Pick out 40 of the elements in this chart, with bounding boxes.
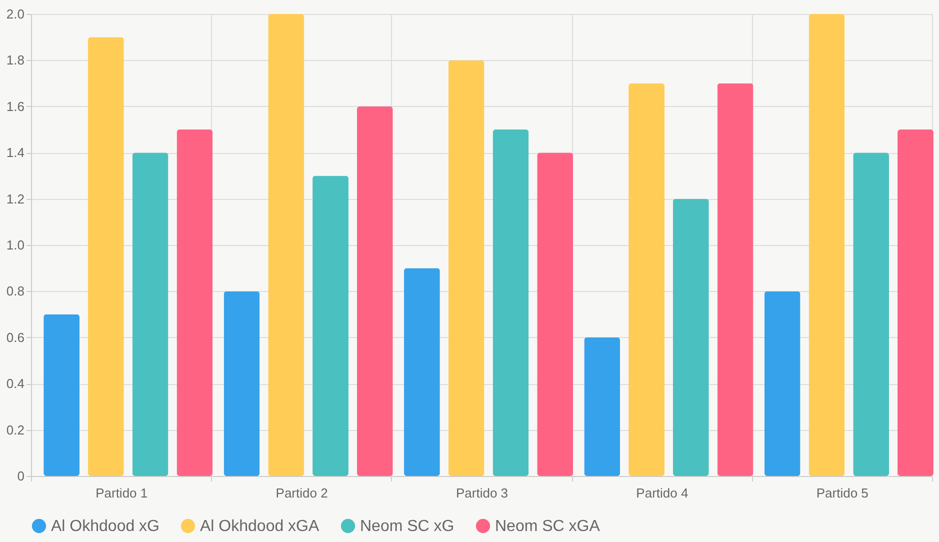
bar [404, 268, 440, 476]
x-tick-label: Partido 3 [456, 486, 508, 500]
bar [853, 152, 890, 476]
x-tick-label: Partido 4 [636, 486, 688, 500]
bar [44, 314, 80, 476]
bar [224, 291, 260, 476]
bar [808, 14, 845, 476]
y-tick-label: 1.6 [6, 98, 24, 114]
bar [537, 152, 574, 476]
bar [356, 106, 393, 476]
x-tick-label: Partido 1 [96, 486, 148, 500]
bar [764, 291, 800, 476]
bar [132, 152, 168, 476]
bar [717, 83, 754, 476]
y-tick-label: 1.0 [6, 238, 24, 252]
y-tick-label: 0 [17, 468, 24, 484]
bar [176, 130, 213, 476]
bar [492, 130, 529, 476]
y-tick-label: 0.6 [6, 330, 24, 345]
x-tick-label: Partido 2 [276, 486, 328, 500]
bar [628, 83, 664, 476]
bar [898, 130, 934, 476]
bar [672, 198, 709, 476]
y-tick-label: 0.8 [6, 284, 24, 299]
y-tick-label: 1.4 [6, 145, 24, 160]
y-tick-label: 0.2 [6, 422, 24, 438]
legend-label: Al Okhdood xG [51, 518, 160, 535]
legend-label: Al Okhdood xGA [200, 518, 320, 535]
legend-label: Neom SC xGA [495, 518, 600, 535]
y-tick-label: 1.2 [6, 191, 24, 206]
bar [448, 60, 484, 476]
bar [88, 37, 124, 476]
x-tick-label: Partido 5 [816, 486, 868, 500]
bar [584, 337, 620, 476]
legend-label: Neom SC xG [360, 518, 454, 535]
bar [268, 14, 304, 476]
y-tick-label: 1.8 [6, 52, 24, 68]
bar [312, 176, 348, 476]
y-tick-label: 0.4 [6, 376, 24, 392]
y-tick-label: 2.0 [6, 6, 24, 22]
